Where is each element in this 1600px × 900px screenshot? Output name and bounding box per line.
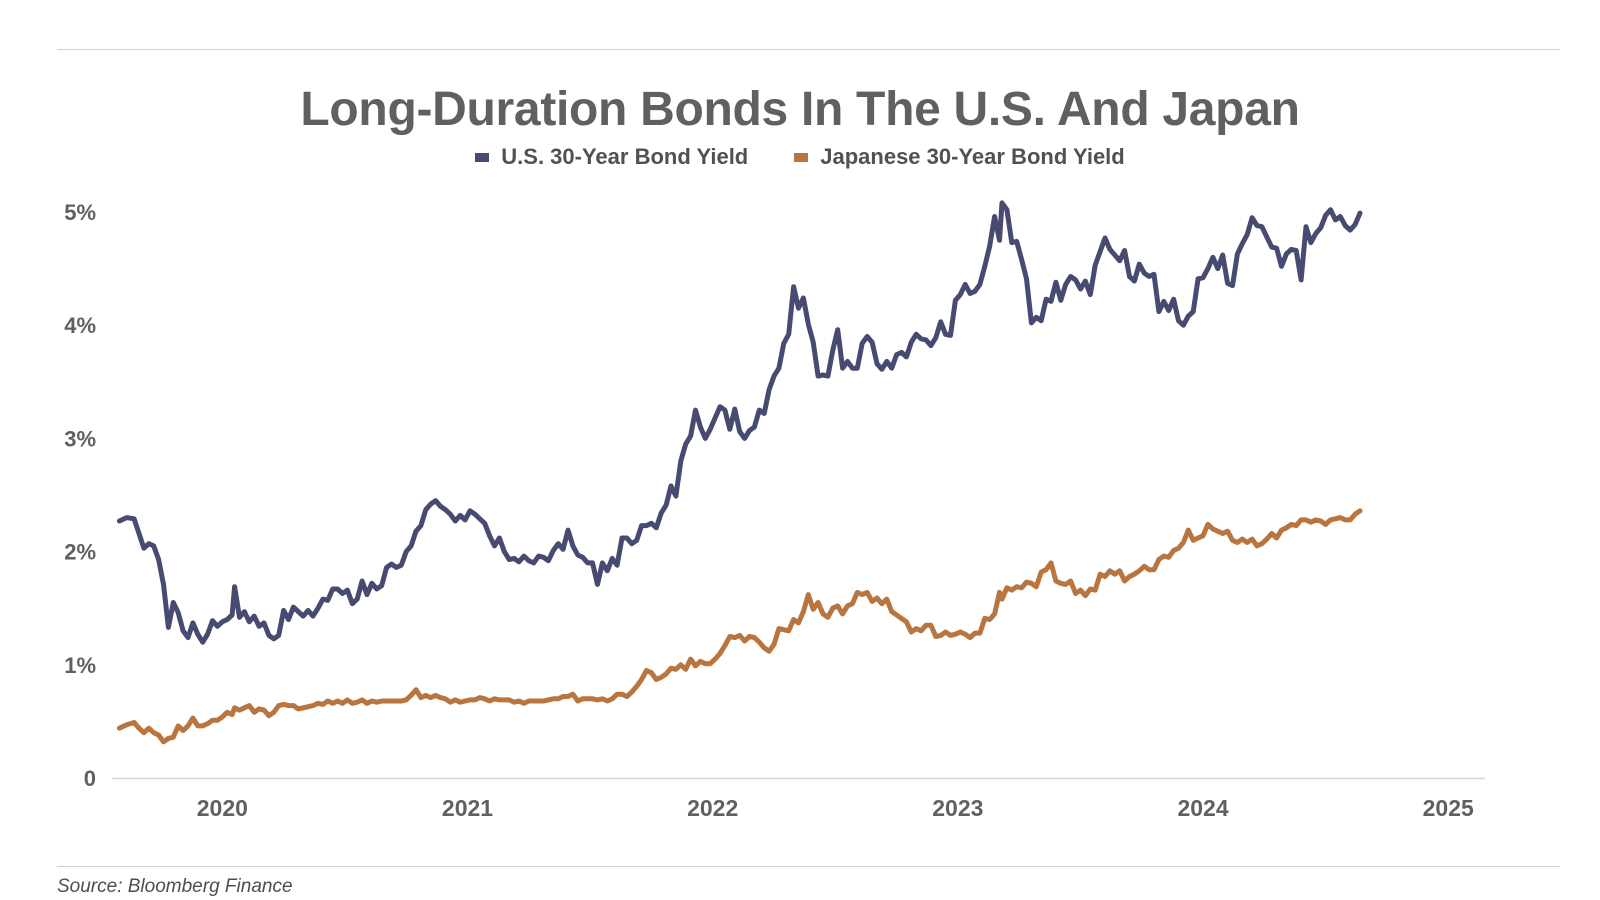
source-note: Source: Bloomberg Finance <box>57 876 293 897</box>
legend-swatch-japan <box>794 152 809 162</box>
legend: U.S. 30-Year Bond Yield Japanese 30-Year… <box>0 144 1600 170</box>
chart-title: Long-Duration Bonds In The U.S. And Japa… <box>300 83 1300 136</box>
top-divider <box>57 49 1560 50</box>
x-tick-label: 2022 <box>687 795 738 821</box>
us-yield-line <box>116 200 1363 645</box>
x-tick-label: 2021 <box>442 795 493 821</box>
x-tick-label: 2023 <box>932 795 983 821</box>
x-tick-label: 2024 <box>1177 795 1228 821</box>
japan-yield-line <box>116 508 1363 745</box>
y-tick-label: 5% <box>64 200 96 225</box>
legend-label-us: U.S. 30-Year Bond Yield <box>501 144 749 169</box>
legend-item-japan: Japanese 30-Year Bond Yield <box>794 144 1125 170</box>
bottom-divider <box>57 866 1560 867</box>
legend-item-us: U.S. 30-Year Bond Yield <box>475 144 748 170</box>
legend-label-japan: Japanese 30-Year Bond Yield <box>820 144 1125 169</box>
legend-swatch-us <box>475 152 490 162</box>
y-tick-label: 0 <box>84 766 96 791</box>
x-tick-label: 2020 <box>197 795 248 821</box>
x-tick-label: 2025 <box>1423 795 1474 821</box>
y-tick-label: 4% <box>64 313 96 338</box>
y-tick-label: 3% <box>64 426 96 451</box>
y-tick-label: 1% <box>64 653 96 678</box>
y-tick-label: 2% <box>64 540 96 565</box>
